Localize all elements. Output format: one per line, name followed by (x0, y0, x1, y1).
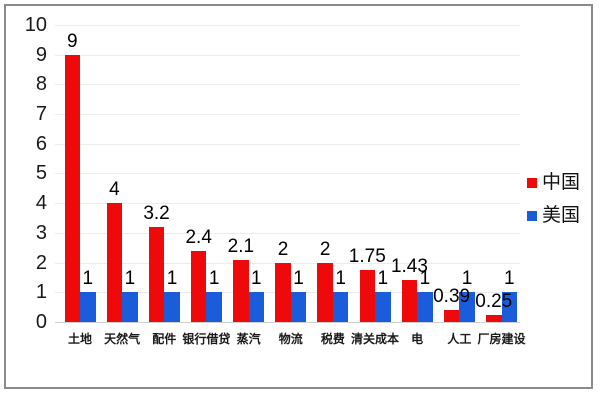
china-bar-value-label: 1.43 (390, 255, 428, 277)
x-axis-category-label: 电 (411, 332, 424, 346)
usa-bar (248, 292, 265, 322)
legend-item-china: 中国 (527, 171, 580, 195)
usa-bar-value-label: 1 (82, 268, 94, 290)
chart-frame (4, 4, 593, 389)
china-bar-value-label: 2.4 (185, 226, 212, 248)
legend: 中国 美国 (527, 171, 580, 237)
x-axis-category-label: 银行借贷 (182, 332, 231, 346)
china-legend-swatch-icon (527, 178, 537, 188)
china-bar (106, 203, 123, 322)
china-bar (359, 269, 376, 322)
china-bar-value-label: 2.1 (227, 235, 255, 257)
gridline-y0 (55, 322, 520, 323)
y-axis-tick-label: 2 (35, 251, 47, 274)
china-bar (486, 314, 502, 322)
usa-bar (501, 292, 517, 322)
y-axis-tick-label: 5 (35, 162, 47, 185)
usa-bar-value-label: 1 (251, 268, 262, 290)
china-bar-value-label: 1.75 (348, 245, 386, 267)
x-axis-category-label: 土地 (67, 332, 92, 346)
usa-bar-value-label: 1 (293, 268, 304, 290)
usa-bar (206, 292, 222, 322)
china-bar-value-label: 4 (109, 179, 120, 201)
usa-bar-value-label: 1 (335, 268, 346, 290)
china-legend-label: 中国 (542, 172, 581, 193)
china-bar-value-label: 0.39 (433, 286, 471, 308)
y-axis-tick-label: 7 (35, 102, 47, 125)
china-bar (443, 310, 460, 322)
x-axis-category-label: 清关成本 (351, 332, 400, 346)
china-bar-value-label: 2 (319, 238, 331, 260)
usa-bar (375, 292, 391, 322)
x-axis-category-label: 物流 (278, 332, 303, 346)
y-axis-tick-label: 4 (35, 192, 47, 215)
china-bar (148, 226, 165, 322)
usa-bar-value-label: 1 (124, 268, 136, 290)
china-bar (401, 279, 418, 322)
usa-bar (80, 292, 96, 322)
x-axis-category-label: 税费 (320, 332, 345, 346)
china-bar (233, 259, 249, 322)
usa-bar-value-label: 1 (377, 268, 389, 290)
china-bar (190, 250, 207, 322)
x-axis-category-label: 天然气 (104, 332, 141, 346)
usa-bar-value-label: 1 (166, 268, 178, 290)
china-bar-value-label: 2 (277, 238, 289, 260)
usa-bar (459, 292, 475, 322)
usa-bar-value-label: 1 (503, 268, 515, 290)
usa-legend-swatch-icon (527, 211, 537, 221)
gridline-y6 (55, 143, 520, 145)
y-axis-tick-label: 10 (24, 13, 47, 36)
legend-item-usa: 美国 (527, 204, 580, 228)
usa-bar (164, 292, 180, 322)
usa-bar-value-label: 1 (208, 268, 220, 290)
y-axis-tick-label: 3 (35, 221, 47, 244)
usa-bar-value-label: 1 (419, 268, 431, 290)
china-bar (275, 262, 291, 322)
x-axis-category-label: 人工 (447, 332, 472, 346)
china-bar-value-label: 0.25 (475, 290, 513, 312)
usa-bar (417, 292, 433, 322)
usa-bar-value-label: 1 (461, 268, 473, 290)
gridline-y4 (55, 203, 520, 205)
china-bar-value-label: 3.2 (143, 202, 170, 224)
x-axis-category-label: 厂房建设 (477, 332, 526, 346)
y-axis-tick-label: 9 (35, 43, 47, 66)
china-bar-value-label: 9 (66, 30, 78, 52)
gridline-y5 (55, 173, 520, 175)
china-bar (64, 54, 80, 322)
gridline-y3 (55, 232, 520, 234)
gridline-y10 (55, 24, 520, 26)
gridline-y8 (55, 84, 520, 86)
china-bar (317, 262, 333, 322)
gridline-y7 (55, 113, 520, 115)
gridline-y9 (55, 54, 520, 56)
usa-bar (122, 292, 138, 322)
y-axis-tick-label: 8 (35, 73, 47, 96)
usa-legend-label: 美国 (542, 205, 581, 226)
x-axis-category-label: 配件 (152, 332, 177, 346)
y-axis-tick-label: 1 (35, 281, 47, 304)
y-axis-tick-label: 0 (35, 311, 47, 333)
usa-bar (332, 292, 349, 322)
x-axis-category-label: 蒸汽 (236, 332, 261, 346)
usa-bar (290, 292, 307, 322)
y-axis-tick-label: 6 (35, 132, 47, 155)
